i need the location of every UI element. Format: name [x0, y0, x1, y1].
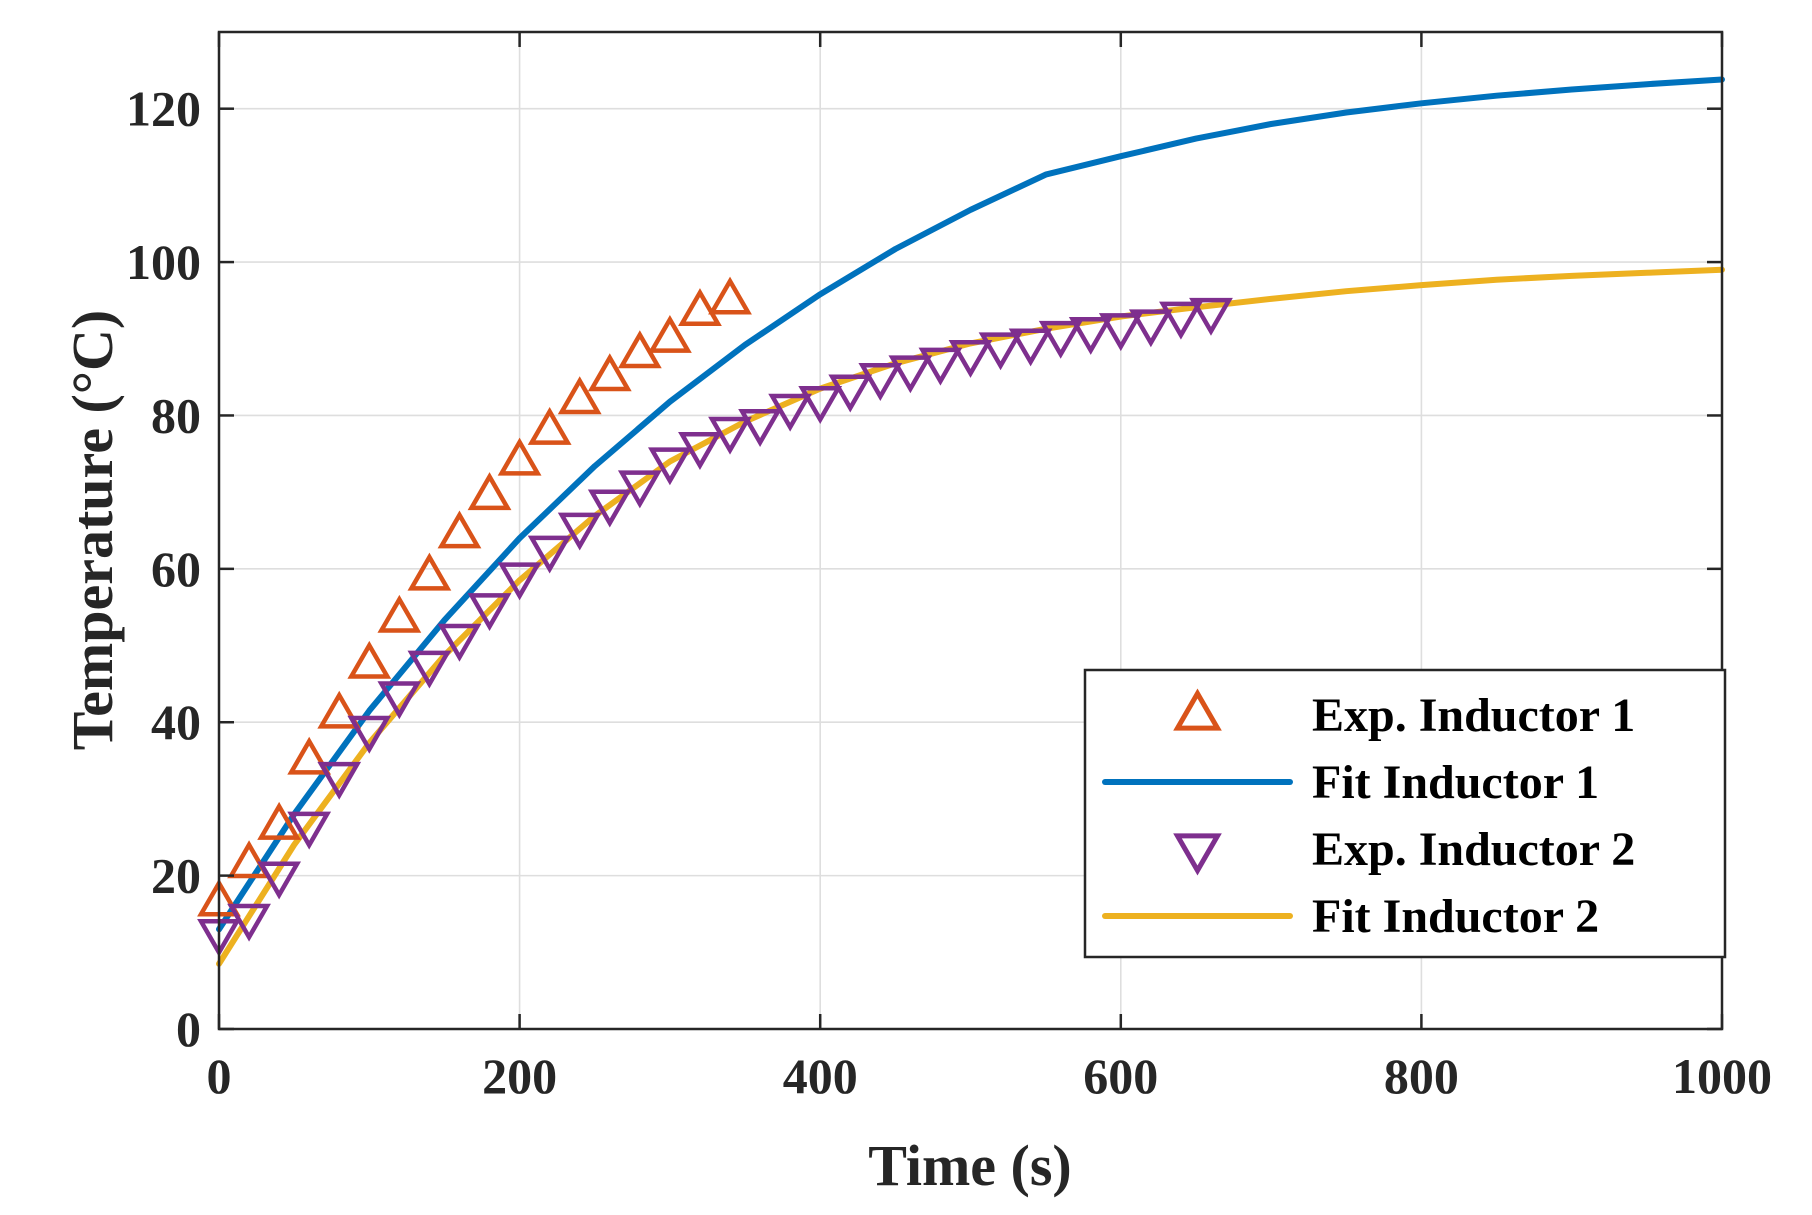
exp-inductor-1-point — [617, 330, 662, 369]
x-tick-label: 800 — [1384, 1048, 1459, 1104]
exp-inductor-2-point — [1068, 317, 1113, 355]
y-tick-label: 100 — [126, 234, 201, 290]
y-tick-label: 20 — [151, 848, 201, 904]
exp-inductor-2-point — [287, 811, 332, 850]
legend: Exp. Inductor 1 Fit Inductor 1 Exp. Induct… — [1083, 668, 1727, 959]
exp-inductor-1-point — [317, 690, 362, 729]
exp-inductor-2-point — [888, 355, 933, 394]
exp-inductor-2-point — [708, 416, 752, 455]
exp-inductor-2-point — [798, 386, 843, 424]
exp-inductor-2-point — [1038, 320, 1083, 359]
exp-inductor-1-point — [257, 801, 302, 840]
x-tick-label: 600 — [1083, 1048, 1158, 1104]
legend-box — [1083, 668, 1727, 959]
legend-exp-inductor-2-swatch — [1173, 833, 1222, 876]
legend-exp-inductor-1-swatch — [1173, 688, 1222, 731]
exp-inductor-2-point — [1098, 313, 1143, 352]
exp-inductor-2-point — [978, 332, 1023, 371]
exp-inductor-2-point — [738, 409, 782, 447]
axes-frame — [217, 30, 1724, 1031]
exp-inductor-2-point — [467, 593, 512, 632]
exp-inductor-2-point — [918, 347, 963, 386]
exp-inductor-1-point — [377, 594, 422, 633]
x-tick-label: 1000 — [1672, 1048, 1772, 1104]
legend-fit-inductor-1-label: Fit Inductor 1 — [1312, 756, 1599, 809]
exp-inductor-2-point — [437, 623, 482, 662]
exp-inductor-2-point — [557, 512, 602, 551]
exp-inductor-1-point — [437, 510, 482, 549]
exp-inductor-2-point — [317, 761, 362, 800]
exp-inductor-2-point — [617, 470, 662, 509]
y-tick-label: 40 — [151, 694, 201, 750]
exp-inductor-2-point — [587, 489, 632, 528]
exp-inductor-2-point — [497, 562, 542, 601]
exp-inductor-2-point — [948, 340, 993, 378]
x-axis-label: Time (s) — [868, 1133, 1072, 1198]
exp-inductor-1-point — [287, 736, 332, 775]
exp-inductor-1-point — [347, 640, 392, 679]
exp-inductor-2-point — [1189, 297, 1233, 336]
exp-inductor-1-point — [527, 406, 572, 445]
exp-inductor-1-point — [587, 353, 632, 392]
x-tick-label: 400 — [783, 1048, 858, 1104]
legend-exp-inductor-1-label: Exp. Inductor 1 — [1312, 689, 1635, 742]
exp-inductor-1-point — [227, 840, 271, 879]
axis-ticks: 0 200 400 600 800 1000 0 20 40 60 80 100 120 — [126, 32, 1772, 1104]
exp-inductor-2-point — [858, 363, 903, 401]
exp-inductor-1-point — [678, 288, 722, 327]
legend-exp-inductor-2-label: Exp. Inductor 2 — [1312, 823, 1635, 876]
y-tick-label: 120 — [126, 81, 201, 137]
exp-inductor-1-point — [557, 376, 602, 415]
exp-inductor-2-point — [407, 650, 452, 689]
exp-inductor-2-point — [1159, 301, 1203, 340]
x-tick-label: 200 — [482, 1048, 557, 1104]
exp-inductor-2-point — [648, 447, 692, 486]
exp-inductor-2-point — [527, 535, 572, 574]
fit-inductor-1-line — [216, 76, 1725, 933]
exp-inductor-1-point — [407, 552, 452, 591]
exp-inductor-2-point — [377, 681, 422, 720]
exp-inductor-2-point — [347, 715, 392, 754]
exp-inductor-1-point — [708, 276, 752, 315]
exp-inductor-1-point — [497, 437, 542, 476]
legend-fit-inductor-2-label: Fit Inductor 2 — [1312, 890, 1599, 943]
exp-inductor-2-point — [828, 374, 873, 413]
y-axis-label: Temperature (°C) — [60, 310, 125, 750]
exp-inductor-2-point — [257, 861, 302, 900]
y-tick-label: 80 — [151, 387, 201, 443]
exp-inductor-2-point — [678, 432, 722, 470]
exp-inductor-1-point — [648, 314, 692, 353]
y-tick-label: 0 — [176, 1001, 201, 1057]
grid — [219, 32, 1722, 1029]
x-tick-label: 0 — [207, 1048, 232, 1104]
y-tick-label: 60 — [151, 541, 201, 597]
exp-inductor-1-point — [467, 472, 512, 511]
exp-inductor-2-point — [768, 393, 813, 432]
exp-inductor-2-point — [227, 903, 271, 942]
exp-inductor-2-point — [1128, 309, 1173, 348]
exp-inductor-2-point — [1008, 328, 1053, 367]
